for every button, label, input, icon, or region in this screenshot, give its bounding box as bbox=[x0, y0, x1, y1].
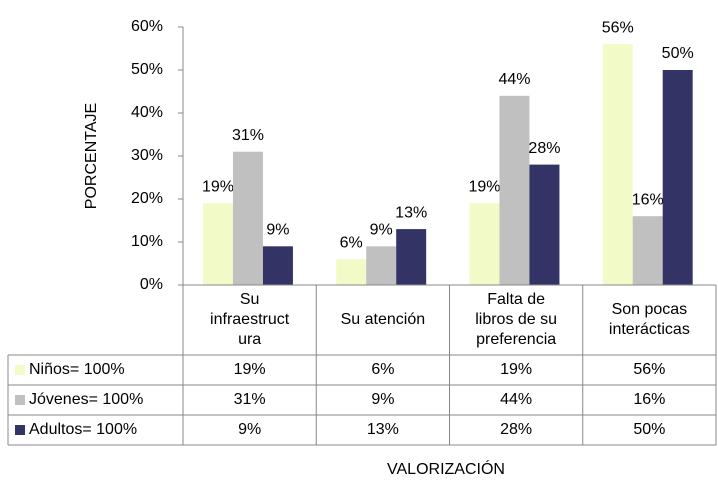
y-tick-label: 40% bbox=[131, 104, 163, 121]
bar bbox=[499, 95, 530, 285]
table-cell: 28% bbox=[500, 421, 532, 438]
y-tick-label: 0% bbox=[140, 276, 163, 293]
x-axis-label: VALORIZACIÓN bbox=[387, 459, 505, 478]
bar bbox=[336, 259, 367, 285]
y-tick-label: 20% bbox=[131, 190, 163, 207]
table-cell: 19% bbox=[500, 361, 532, 378]
x-tick-label: Su bbox=[240, 291, 260, 308]
legend-swatch bbox=[15, 395, 25, 405]
bar bbox=[632, 216, 663, 285]
y-tick-label: 50% bbox=[131, 61, 163, 78]
x-tick-label: Son pocas bbox=[612, 301, 688, 318]
legend-swatch bbox=[15, 365, 25, 375]
x-tick-label: Falta de bbox=[487, 291, 545, 308]
data-label: 6% bbox=[340, 234, 363, 251]
table-cell: 6% bbox=[371, 361, 394, 378]
data-label: 44% bbox=[498, 71, 530, 88]
data-label: 56% bbox=[602, 19, 634, 36]
data-label: 9% bbox=[370, 222, 393, 239]
data-label: 13% bbox=[395, 204, 427, 221]
y-tick-label: 30% bbox=[131, 147, 163, 164]
table-cell: 19% bbox=[234, 361, 266, 378]
table-cell: 9% bbox=[238, 421, 261, 438]
table-cell: 56% bbox=[633, 361, 665, 378]
x-tick-label: preferencia bbox=[476, 331, 556, 348]
table-cell: 13% bbox=[367, 421, 399, 438]
legend-label: Jóvenes= 100% bbox=[29, 391, 143, 408]
bar bbox=[262, 246, 293, 285]
data-label: 31% bbox=[232, 127, 264, 144]
bar bbox=[469, 203, 500, 285]
legend-label: Niños= 100% bbox=[29, 361, 125, 378]
table-cell: 9% bbox=[371, 391, 394, 408]
bar bbox=[602, 44, 633, 286]
y-axis-label: PORCENTAJE bbox=[83, 103, 100, 209]
x-tick-label: interácticas bbox=[609, 321, 690, 338]
y-tick-label: 60% bbox=[131, 18, 163, 35]
bar bbox=[529, 164, 560, 285]
data-label: 16% bbox=[632, 191, 664, 208]
x-tick-label: ura bbox=[238, 331, 261, 348]
table-cell: 44% bbox=[500, 391, 532, 408]
x-tick-label: libros de su bbox=[475, 311, 557, 328]
bar bbox=[232, 151, 263, 285]
data-label: 19% bbox=[468, 179, 500, 196]
data-label: 9% bbox=[266, 222, 289, 239]
x-tick-label: Su atención bbox=[341, 311, 426, 328]
bar bbox=[396, 229, 427, 285]
table-cell: 31% bbox=[234, 391, 266, 408]
bar bbox=[366, 246, 397, 285]
data-label: 19% bbox=[202, 179, 234, 196]
legend-swatch bbox=[15, 425, 25, 435]
data-label: 28% bbox=[528, 140, 560, 157]
table-cell: 16% bbox=[633, 391, 665, 408]
x-tick-label: infraestruct bbox=[210, 311, 290, 328]
legend-label: Adultos= 100% bbox=[29, 421, 137, 438]
table-cell: 50% bbox=[633, 421, 665, 438]
y-tick-label: 10% bbox=[131, 233, 163, 250]
bar bbox=[202, 203, 233, 285]
bar bbox=[662, 70, 693, 285]
data-label: 50% bbox=[662, 45, 694, 62]
